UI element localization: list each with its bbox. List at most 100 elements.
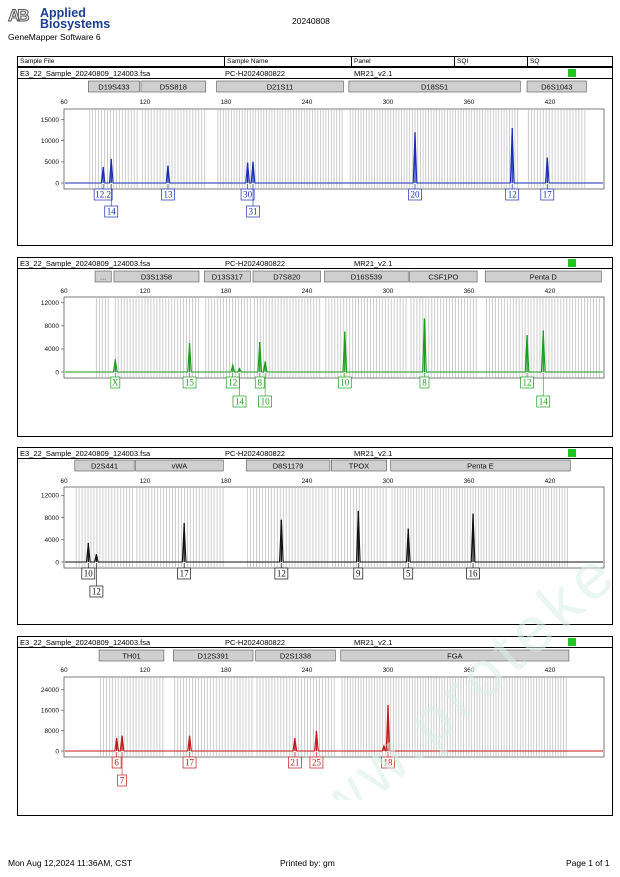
y-tick-label-1: 4000 (45, 537, 60, 544)
x-tick-label-2: 180 (221, 478, 232, 485)
electropherogram-panel-blue: E3_22_Sample_20240809_124003.fsa PC-H202… (17, 67, 613, 246)
allele-call-box-1[interactable] (104, 205, 119, 218)
y-tick-label-2: 10000 (41, 138, 59, 145)
logo-text-applied: Applied (40, 6, 86, 20)
allele-call-box-5[interactable] (258, 395, 272, 408)
allele-call-label-8: 12 (523, 378, 532, 388)
y-tick-label-0: 0 (55, 180, 59, 187)
locus-name-3: D18S51 (421, 82, 448, 91)
locus-bin-1[interactable] (140, 80, 207, 93)
col-sample-file: Sample File (18, 57, 225, 67)
locus-name-0: D19S433 (98, 82, 129, 91)
panel-name: MR21_v2.1 (354, 638, 393, 647)
allele-call-box-2[interactable] (161, 188, 175, 201)
locus-bin-3[interactable] (252, 270, 321, 283)
allele-call-box-4[interactable] (246, 205, 260, 218)
allele-call-box-2[interactable] (177, 567, 191, 580)
allele-call-box-7[interactable] (419, 376, 430, 389)
allele-call-box-0[interactable] (93, 188, 113, 201)
allele-call-box-0[interactable] (110, 376, 121, 389)
panel-title-row: E3_22_Sample_20240809_124003.fsa PC-H202… (18, 637, 612, 648)
locus-bin-1[interactable] (113, 270, 200, 283)
allele-call-box-3[interactable] (240, 188, 255, 201)
locus-bin-4[interactable] (390, 459, 571, 472)
allele-call-label-4: 9 (356, 569, 361, 579)
sample-file: E3_22_Sample_20240809_124003.fsa (20, 638, 151, 647)
x-tick-label-0: 60 (60, 478, 68, 485)
allele-call-label-6: 12 (508, 190, 517, 200)
allele-call-box-1[interactable] (89, 585, 104, 598)
allele-call-box-3[interactable] (274, 567, 289, 580)
locus-bin-4[interactable] (526, 80, 587, 93)
panel-chart-2: D2S441 vWA D8S1179 TPOX Penta E60 120 180 240 30… (41, 459, 605, 598)
allele-call-box-0[interactable] (111, 756, 122, 769)
allele-call-label-5: 18 (384, 758, 394, 768)
locus-name-2: D2S1338 (280, 651, 311, 660)
locus-bin-5[interactable] (409, 270, 478, 283)
y-tick-label-3: 15000 (41, 117, 59, 124)
locus-name-1: D12S391 (198, 651, 229, 660)
allele-call-box-5[interactable] (381, 756, 395, 769)
allele-call-box-1[interactable] (182, 376, 197, 389)
locus-name-4: D6S1043 (541, 82, 572, 91)
locus-bin-0[interactable] (94, 270, 112, 283)
sq-status-indicator (568, 638, 576, 646)
locus-bin-0[interactable] (74, 459, 135, 472)
locus-bin-2[interactable] (216, 80, 344, 93)
allele-call-box-9[interactable] (536, 395, 551, 408)
plot-area (63, 486, 605, 569)
allele-call-box-5[interactable] (403, 567, 414, 580)
allele-call-label-2: 17 (185, 758, 195, 768)
allele-call-box-4[interactable] (309, 756, 324, 769)
x-tick-label-1: 120 (140, 478, 151, 485)
x-tick-label-4: 300 (383, 478, 394, 485)
y-tick-label-0: 0 (55, 369, 59, 376)
sample-file: E3_22_Sample_20240809_124003.fsa (20, 69, 151, 78)
allele-call-box-7[interactable] (540, 188, 555, 201)
locus-bin-6[interactable] (484, 270, 602, 283)
allele-call-box-1[interactable] (117, 774, 127, 787)
allele-call-label-5: 10 (261, 397, 271, 407)
x-tick-label-5: 360 (464, 288, 475, 295)
x-tick-label-5: 360 (464, 667, 475, 674)
allele-call-box-3[interactable] (232, 395, 247, 408)
allele-call-box-0[interactable] (81, 567, 96, 580)
allele-call-box-6[interactable] (337, 376, 352, 389)
x-tick-label-2: 180 (221, 99, 232, 106)
locus-bin-0[interactable] (88, 80, 140, 93)
locus-name-5: CSF1PO (428, 272, 458, 281)
locus-name-4: Penta E (467, 461, 494, 470)
y-tick-label-2: 16000 (41, 707, 59, 714)
locus-bin-2[interactable] (204, 270, 251, 283)
allele-call-box-4[interactable] (353, 567, 364, 580)
allele-call-box-8[interactable] (520, 376, 534, 389)
allele-call-box-4[interactable] (254, 376, 265, 389)
panel-title-row: E3_22_Sample_20240809_124003.fsa PC-H202… (18, 68, 612, 79)
allele-call-box-6[interactable] (505, 188, 520, 201)
locus-bin-3[interactable] (348, 80, 521, 93)
locus-bin-3[interactable] (340, 649, 570, 662)
sample-name: PC-H2024080822 (225, 69, 286, 78)
x-tick-label-0: 60 (60, 99, 68, 106)
locus-name-2: D8S1179 (273, 461, 304, 470)
locus-bin-3[interactable] (330, 459, 387, 472)
allele-call-label-4: 31 (249, 207, 258, 217)
allele-call-box-3[interactable] (288, 756, 302, 769)
locus-bin-2[interactable] (255, 649, 336, 662)
locus-bin-1[interactable] (173, 649, 254, 662)
electropherogram-panel-black: E3_22_Sample_20240809_124003.fsa PC-H202… (17, 447, 613, 625)
allele-call-label-1: 12 (92, 587, 101, 597)
locus-bin-1[interactable] (135, 459, 224, 472)
allele-call-box-2[interactable] (182, 756, 197, 769)
locus-name-0: ... (100, 272, 106, 281)
allele-call-label-1: 7 (120, 776, 125, 786)
locus-bin-4[interactable] (324, 270, 409, 283)
allele-call-box-6[interactable] (466, 567, 480, 580)
allele-call-box-5[interactable] (408, 188, 422, 201)
allele-bins (99, 678, 567, 756)
locus-bin-0[interactable] (98, 649, 165, 662)
locus-bin-2[interactable] (245, 459, 331, 472)
allele-call-label-3: 14 (235, 397, 245, 407)
